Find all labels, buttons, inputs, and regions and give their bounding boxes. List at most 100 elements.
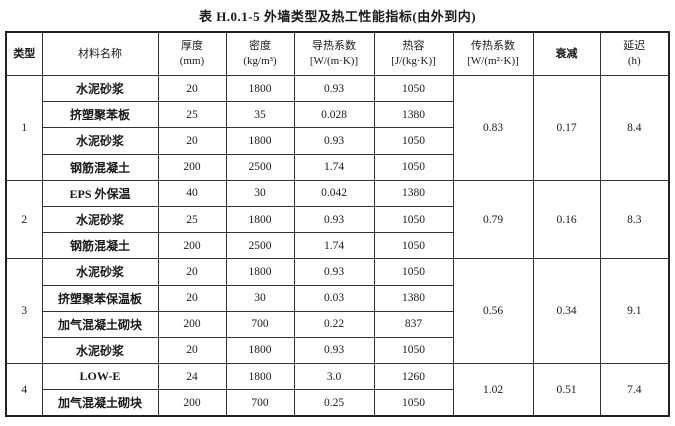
material-cell: 水泥砂浆 <box>41 74 159 103</box>
conductivity-cell: 0.93 <box>293 74 375 103</box>
header-attenuation: 衰减 <box>532 31 601 76</box>
conductivity-cell: 1.74 <box>293 232 375 260</box>
density-cell: 30 <box>225 284 295 312</box>
heat-capacity-cell: 1050 <box>373 258 454 286</box>
delay-cell: 7.4 <box>599 363 670 417</box>
density-cell: 700 <box>225 310 295 338</box>
transfer-cell: 0.83 <box>452 75 534 181</box>
thickness-cell: 200 <box>157 389 227 417</box>
density-cell: 2500 <box>225 232 295 260</box>
conductivity-cell: 0.93 <box>293 205 375 234</box>
heat-capacity-cell: 1260 <box>373 363 454 391</box>
conductivity-cell: 0.22 <box>293 310 375 338</box>
thickness-cell: 25 <box>157 205 227 234</box>
heat-capacity-cell: 1050 <box>373 389 454 417</box>
density-cell: 1800 <box>225 336 295 365</box>
heat-capacity-cell: 1050 <box>373 232 454 260</box>
header-delay: 延迟 (h) <box>599 31 670 76</box>
heat-capacity-cell: 1050 <box>373 153 454 181</box>
thickness-cell: 20 <box>157 258 227 286</box>
heat-capacity-cell: 1050 <box>373 74 454 103</box>
header-type: 类型 <box>5 31 43 76</box>
transfer-cell: 0.56 <box>452 258 534 365</box>
conductivity-cell: 0.042 <box>293 179 375 207</box>
table-row: 钢筋混凝土 200 2500 1.74 1050 <box>6 232 669 260</box>
table-row: 加气混凝土砌块 200 700 0.22 837 <box>6 310 669 338</box>
density-cell: 1800 <box>225 127 295 155</box>
heat-capacity-cell: 1050 <box>373 336 454 365</box>
header-row: 类型 材料名称 厚度 (mm) 密度 (kg/m³) 导热系数 [W/(m·K)] 热… <box>5 31 670 76</box>
conductivity-cell: 0.93 <box>293 336 375 365</box>
table-row: 钢筋混凝土 200 2500 1.74 1050 <box>6 153 669 181</box>
table-row: 加气混凝土砌块 200 700 0.25 1050 <box>6 389 669 417</box>
thickness-cell: 20 <box>157 74 227 103</box>
wall-thermal-table: 类型 材料名称 厚度 (mm) 密度 (kg/m³) 导热系数 [W/(m·K)] 热… <box>5 31 670 418</box>
material-cell: 挤塑聚苯保温板 <box>41 284 159 312</box>
heat-capacity-cell: 1380 <box>373 284 454 312</box>
material-cell: LOW-E <box>41 363 159 391</box>
heat-capacity-cell: 1050 <box>373 127 454 155</box>
delay-cell: 9.1 <box>599 258 670 365</box>
header-thickness: 厚度 (mm) <box>157 31 227 76</box>
header-density: 密度 (kg/m³) <box>225 31 295 76</box>
thickness-cell: 200 <box>157 232 227 260</box>
table-row: 2 EPS 外保温 40 30 0.042 1380 0.79 0.16 8.3 <box>5 179 670 260</box>
density-cell: 1800 <box>225 258 295 286</box>
heat-capacity-cell: 1380 <box>373 179 454 207</box>
density-cell: 30 <box>225 179 295 207</box>
attenuation-cell: 0.17 <box>532 75 601 181</box>
thickness-cell: 40 <box>157 179 227 207</box>
conductivity-cell: 1.74 <box>293 153 375 181</box>
thickness-cell: 20 <box>157 336 227 365</box>
thickness-cell: 200 <box>157 153 227 181</box>
delay-cell: 8.3 <box>599 179 670 260</box>
material-cell: 水泥砂浆 <box>41 127 159 155</box>
thickness-cell: 25 <box>157 101 227 129</box>
header-conductivity: 导热系数 [W/(m·K)] <box>293 31 375 76</box>
thickness-cell: 20 <box>157 127 227 155</box>
conductivity-cell: 3.0 <box>293 363 375 391</box>
table-title: 表 H.0.1-5 外墙类型及热工性能指标(由外到内) <box>198 9 477 24</box>
table-row: 4 LOW-E 24 1800 3.0 1260 1.02 0.51 7.4 <box>5 363 670 417</box>
table-row: 1 水泥砂浆 20 1800 0.93 1050 0.83 0.17 8.4 <box>5 74 670 181</box>
delay-cell: 8.4 <box>599 75 670 181</box>
thickness-cell: 200 <box>157 310 227 338</box>
attenuation-cell: 0.34 <box>532 258 601 365</box>
material-cell: 水泥砂浆 <box>41 336 159 365</box>
density-cell: 700 <box>225 389 295 417</box>
material-cell: EPS 外保温 <box>41 179 159 207</box>
type-cell: 3 <box>5 258 43 365</box>
type-cell: 1 <box>5 75 43 181</box>
header-material: 材料名称 <box>41 31 159 76</box>
density-cell: 1800 <box>225 363 295 391</box>
material-cell: 水泥砂浆 <box>41 205 159 234</box>
density-cell: 35 <box>225 101 295 129</box>
conductivity-cell: 0.93 <box>293 258 375 286</box>
table-row: 3 水泥砂浆 20 1800 0.93 1050 0.56 0.34 9.1 <box>5 258 670 365</box>
material-cell: 钢筋混凝土 <box>41 232 159 260</box>
heat-capacity-cell: 1380 <box>373 101 454 129</box>
type-cell: 2 <box>5 179 43 260</box>
attenuation-cell: 0.51 <box>532 363 601 417</box>
header-transfer: 传热系数 [W/(m²·K)] <box>452 31 534 76</box>
table-row: 水泥砂浆 25 1800 0.93 1050 <box>6 205 669 234</box>
density-cell: 1800 <box>225 205 295 234</box>
material-cell: 水泥砂浆 <box>41 258 159 286</box>
conductivity-cell: 0.25 <box>293 389 375 417</box>
table-row: 挤塑聚苯板 25 35 0.028 1380 <box>6 101 669 129</box>
transfer-cell: 0.79 <box>452 179 534 260</box>
thickness-cell: 20 <box>157 284 227 312</box>
transfer-cell: 1.02 <box>452 363 534 417</box>
material-cell: 加气混凝土砌块 <box>41 310 159 338</box>
material-cell: 钢筋混凝土 <box>41 153 159 181</box>
table-row: 挤塑聚苯保温板 20 30 0.03 1380 <box>6 284 669 312</box>
thickness-cell: 24 <box>157 363 227 391</box>
material-cell: 挤塑聚苯板 <box>41 101 159 129</box>
density-cell: 1800 <box>225 74 295 103</box>
conductivity-cell: 0.93 <box>293 127 375 155</box>
heat-capacity-cell: 1050 <box>373 205 454 234</box>
material-cell: 加气混凝土砌块 <box>41 389 159 417</box>
heat-capacity-cell: 837 <box>373 310 454 338</box>
density-cell: 2500 <box>225 153 295 181</box>
conductivity-cell: 0.03 <box>293 284 375 312</box>
